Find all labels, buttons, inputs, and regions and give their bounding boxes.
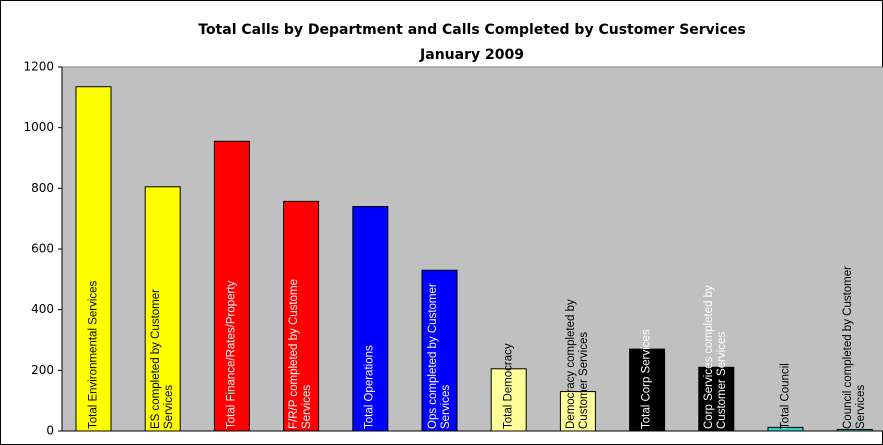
bar [490, 368, 527, 432]
bar-label: Council completed by Customer Services [841, 266, 867, 429]
bar-label: Total Operations [363, 345, 376, 429]
chart-subtitle: January 2009 [419, 47, 524, 63]
bar-label: Democracy completed by Customer Services [564, 299, 590, 429]
y-tick-label: 800 [31, 181, 54, 195]
bar-label: Total Finance/Rates/Property [225, 280, 238, 429]
bar [75, 86, 112, 432]
y-tick-label: 400 [31, 302, 54, 316]
bar [213, 140, 250, 432]
plot-area [61, 66, 883, 432]
bar [698, 366, 735, 432]
bar-label: F/R/P completed by Custome Services [288, 279, 314, 429]
bar [144, 186, 181, 432]
bar-label: Total Council [779, 363, 791, 429]
bar [629, 348, 666, 432]
bar [421, 269, 458, 432]
y-tick-label: 0 [46, 424, 54, 438]
bar-label: Total Democracy [502, 343, 515, 429]
bar-label: Total Environmental Services [87, 280, 99, 429]
bar [559, 391, 596, 432]
chart-title: Total Calls by Department and Calls Comp… [198, 22, 745, 38]
bar-label: ES completed by Customer Services [149, 289, 175, 429]
y-tick-label: 1200 [23, 60, 54, 74]
bar [283, 200, 320, 432]
bar-label: Total Corp Services [640, 329, 653, 429]
y-tick-label: 1000 [23, 120, 54, 134]
bar-label: Ops completed by Customer Services [426, 283, 452, 429]
bar-label: Corp Services completed by Customer Serv… [703, 285, 729, 429]
y-tick-label: 200 [31, 363, 54, 377]
y-tick-label: 600 [31, 242, 54, 256]
